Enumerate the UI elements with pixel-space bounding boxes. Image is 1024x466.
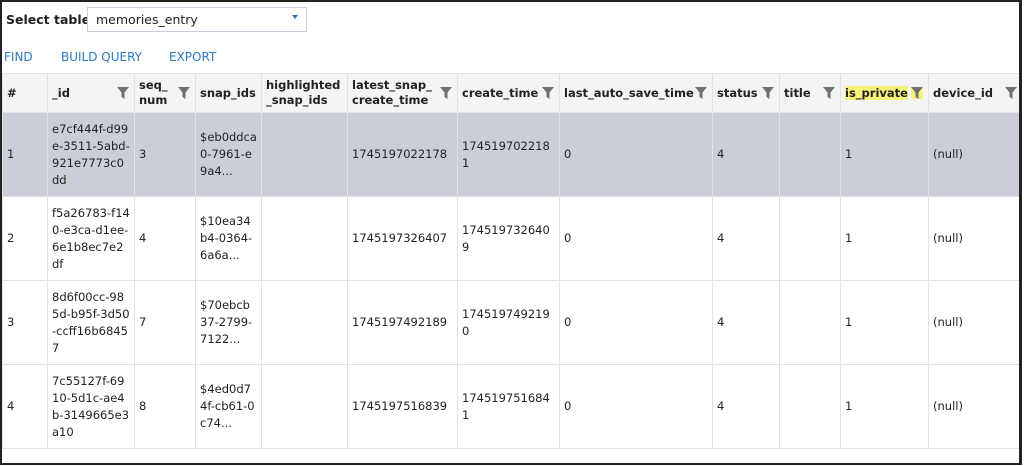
table-cell[interactable]: 7c55127f-6910-5d1c-ae4b-3149665e3a10 [47, 364, 135, 449]
data-table: # _id seq_ num snap_ids highlighted _snap_id… [2, 73, 1019, 449]
table-cell[interactable]: 1 [2, 112, 48, 197]
table-cell[interactable] [261, 112, 348, 197]
column-header[interactable]: is_private [840, 73, 929, 113]
filter-icon[interactable] [911, 87, 923, 99]
column-header-label: snap_ids [200, 85, 256, 100]
table-cell[interactable]: 1745197326409 [457, 196, 560, 281]
table-cell[interactable]: (null) [928, 364, 1019, 449]
table-cell[interactable]: $4ed0d74f-cb61-0c74... [195, 364, 262, 449]
filter-icon[interactable] [542, 87, 554, 99]
select-table-label: Select table [6, 12, 91, 27]
column-header[interactable]: # [2, 73, 48, 113]
table-cell[interactable]: 4 [712, 280, 780, 365]
table-cell[interactable]: 1745197492190 [457, 280, 560, 365]
table-row[interactable]: 1 e7cf444f-d99e-3511-5abd-921e7773c0dd 3 $e… [2, 112, 1019, 197]
table-cell[interactable] [261, 196, 348, 281]
table-cell[interactable]: 1745197022181 [457, 112, 560, 197]
table-cell[interactable]: 1 [840, 196, 929, 281]
table-cell[interactable]: 1745197492189 [347, 280, 458, 365]
table-cell[interactable]: 3 [134, 112, 196, 197]
table-cell[interactable]: 1 [840, 280, 929, 365]
column-header[interactable]: highlighted _snap_ids [261, 73, 348, 113]
table-cell[interactable] [779, 280, 841, 365]
table-cell[interactable]: 3 [2, 280, 48, 365]
column-header[interactable]: last_auto_save_time [559, 73, 713, 113]
table-cell[interactable]: 1745197326407 [347, 196, 458, 281]
header-row: # _id seq_ num snap_ids highlighted _snap_id… [2, 73, 1019, 113]
column-header-label: create_time [462, 85, 539, 100]
table-row[interactable]: 2 f5a26783-f140-e3ca-d1ee-6e1b8ec7e2df 4 $1… [2, 196, 1019, 281]
table-cell[interactable]: 1745197022178 [347, 112, 458, 197]
column-header[interactable]: title [779, 73, 841, 113]
column-header-label: # [7, 85, 17, 100]
build-query-button[interactable]: BUILD QUERY [61, 50, 143, 64]
column-header-label: status [717, 85, 758, 100]
table-cell[interactable]: (null) [928, 280, 1019, 365]
column-header-label: last_auto_save_time [564, 85, 694, 100]
column-header[interactable]: latest_snap_ create_time [347, 73, 458, 113]
table-cell[interactable]: 0 [559, 364, 713, 449]
table-cell[interactable]: 4 [712, 112, 780, 197]
column-header-label: latest_snap_ create_time [352, 78, 432, 107]
table-cell[interactable]: 0 [559, 280, 713, 365]
table-cell[interactable]: $10ea34b4-0364-6a6a... [195, 196, 262, 281]
filter-icon[interactable] [117, 87, 129, 99]
table-cell[interactable]: 7 [134, 280, 196, 365]
find-button[interactable]: FIND [4, 50, 33, 64]
table-cell[interactable] [779, 364, 841, 449]
column-header-label: seq_ num [139, 78, 168, 107]
table-cell[interactable]: 0 [559, 112, 713, 197]
table-select-dropdown[interactable]: memories_entry [87, 7, 307, 32]
column-header[interactable]: snap_ids [195, 73, 262, 113]
chevron-down-icon [292, 15, 298, 19]
table-cell[interactable]: e7cf444f-d99e-3511-5abd-921e7773c0dd [47, 112, 135, 197]
table-cell[interactable] [261, 364, 348, 449]
filter-icon[interactable] [823, 87, 835, 99]
column-header[interactable]: _id [47, 73, 135, 113]
table-cell[interactable]: 1 [840, 364, 929, 449]
table-cell[interactable]: f5a26783-f140-e3ca-d1ee-6e1b8ec7e2df [47, 196, 135, 281]
table-cell[interactable]: 4 [712, 196, 780, 281]
table-cell[interactable]: (null) [928, 196, 1019, 281]
table-row[interactable]: 4 7c55127f-6910-5d1c-ae4b-3149665e3a10 8 $4… [2, 364, 1019, 449]
table-cell[interactable]: 8 [134, 364, 196, 449]
column-header[interactable]: seq_ num [134, 73, 196, 113]
table-cell[interactable]: (null) [928, 112, 1019, 197]
filter-icon[interactable] [178, 87, 190, 99]
filter-icon[interactable] [1005, 87, 1017, 99]
selected-table: memories_entry [96, 12, 198, 27]
column-header-label: is_private [845, 85, 908, 100]
table-cell[interactable]: 1745197516841 [457, 364, 560, 449]
table-row[interactable]: 3 8d6f00cc-985d-b95f-3d50-ccff16b68457 7 $7… [2, 280, 1019, 365]
table-cell[interactable]: 2 [2, 196, 48, 281]
table-cell[interactable]: 1 [840, 112, 929, 197]
filter-icon[interactable] [695, 87, 707, 99]
filter-icon[interactable] [762, 87, 774, 99]
table-cell[interactable]: 8d6f00cc-985d-b95f-3d50-ccff16b68457 [47, 280, 135, 365]
table-cell[interactable] [779, 112, 841, 197]
table-cell[interactable] [779, 196, 841, 281]
column-header-label: _id [52, 85, 70, 100]
table-cell[interactable]: 4 [134, 196, 196, 281]
column-header-label: highlighted _snap_ids [266, 78, 341, 107]
column-header-label: device_id [933, 85, 994, 100]
table-cell[interactable]: 4 [2, 364, 48, 449]
filter-icon[interactable] [440, 87, 452, 99]
table-cell[interactable]: 0 [559, 196, 713, 281]
table-cell[interactable]: 1745197516839 [347, 364, 458, 449]
table-cell[interactable]: 4 [712, 364, 780, 449]
table-cell[interactable] [261, 280, 348, 365]
export-button[interactable]: EXPORT [169, 50, 217, 64]
column-header[interactable]: status [712, 73, 780, 113]
column-header-label: title [784, 85, 811, 100]
table-cell[interactable]: $eb0ddca0-7961-e9a4... [195, 112, 262, 197]
table-cell[interactable]: $70ebcb37-2799-7122... [195, 280, 262, 365]
column-header[interactable]: device_id [928, 73, 1019, 113]
column-header[interactable]: create_time [457, 73, 560, 113]
